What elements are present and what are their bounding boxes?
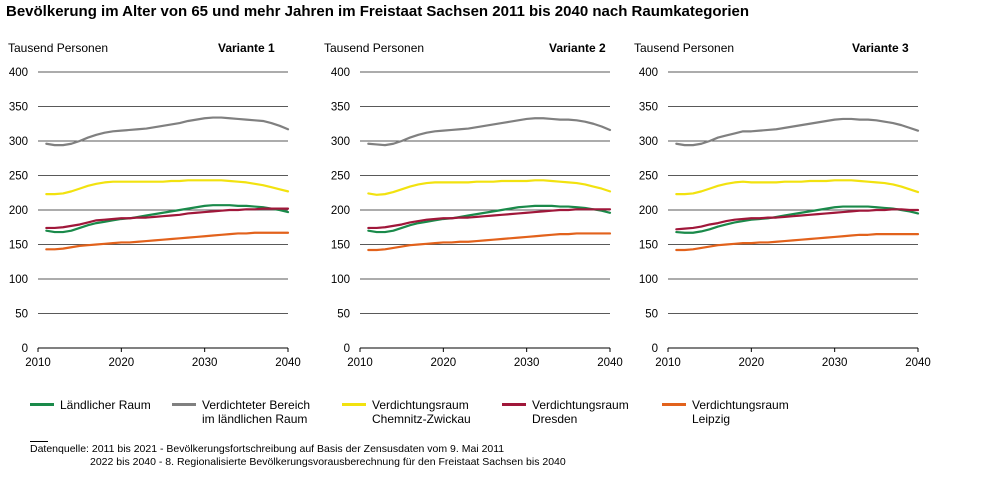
legend-label: Verdichteter Bereich im ländlichen Raum bbox=[202, 398, 311, 426]
y-tick-label: 100 bbox=[9, 274, 28, 286]
source-divider bbox=[30, 441, 48, 442]
x-tick-label: 2030 bbox=[514, 357, 540, 369]
y-unit-label: Tausend Personen bbox=[8, 41, 109, 55]
series-line bbox=[367, 208, 612, 230]
series-line bbox=[367, 117, 612, 147]
legend-swatch bbox=[662, 403, 686, 406]
y-tick-label: 300 bbox=[639, 136, 658, 148]
series-line bbox=[675, 208, 920, 231]
panel-variante-3: Tausend Personen Variante 3 0 50 100 150 200… bbox=[630, 34, 950, 374]
x-tick-label: 2040 bbox=[597, 357, 623, 369]
legend-label: Verdichtungsraum Chemnitz-Zwickau bbox=[372, 398, 471, 426]
legend-label: Ländlicher Raum bbox=[60, 398, 151, 412]
y-tick-label: 250 bbox=[639, 171, 658, 183]
y-tick-label: 150 bbox=[9, 240, 28, 252]
x-tick-label: 2010 bbox=[655, 357, 681, 369]
series-line bbox=[45, 116, 290, 147]
y-unit-label: Tausend Personen bbox=[324, 41, 425, 55]
series-line bbox=[45, 231, 290, 251]
y-unit-label: Tausend Personen bbox=[634, 41, 735, 55]
y-tick-label: 100 bbox=[639, 274, 658, 286]
legend-swatch bbox=[502, 403, 526, 406]
panel-variante-1: Tausend Personen Variante 1 0 50 100 150 200… bbox=[0, 34, 320, 374]
x-tick-label: 2010 bbox=[25, 357, 51, 369]
y-tick-label: 150 bbox=[639, 240, 658, 252]
x-tick-label: 2020 bbox=[109, 357, 135, 369]
y-tick-label: 350 bbox=[9, 102, 28, 114]
series-line bbox=[45, 207, 290, 230]
y-tick-label: 200 bbox=[9, 205, 28, 217]
x-tick-label: 2010 bbox=[347, 357, 373, 369]
y-tick-label: 400 bbox=[331, 67, 350, 79]
variant-label: Variante 2 bbox=[549, 41, 606, 55]
series-line bbox=[675, 205, 920, 234]
y-tick-label: 0 bbox=[344, 343, 350, 355]
chart-svg: 0 50 100 150 200 250 300 350 400 2010 2020 2030 2040 bbox=[639, 67, 931, 369]
y-tick-label: 250 bbox=[9, 171, 28, 183]
y-tick-label: 250 bbox=[331, 171, 350, 183]
x-tick-label: 2020 bbox=[431, 357, 457, 369]
x-tick-label: 2040 bbox=[275, 357, 301, 369]
y-tick-label: 50 bbox=[645, 309, 658, 321]
legend-label: Verdichtungsraum Dresden bbox=[532, 398, 629, 426]
variant-label: Variante 1 bbox=[218, 41, 275, 55]
y-tick-label: 200 bbox=[639, 205, 658, 217]
y-tick-label: 400 bbox=[639, 67, 658, 79]
y-tick-label: 300 bbox=[331, 136, 350, 148]
series-line bbox=[367, 179, 612, 196]
y-tick-label: 200 bbox=[331, 205, 350, 217]
y-tick-label: 50 bbox=[337, 309, 350, 321]
legend-swatch bbox=[342, 403, 366, 406]
legend-swatch bbox=[30, 403, 54, 406]
panel-variante-2: Tausend Personen Variante 2 0 50 100 150 200… bbox=[322, 34, 642, 374]
legend-swatch bbox=[172, 403, 196, 406]
y-tick-label: 400 bbox=[9, 67, 28, 79]
legend: Ländlicher Raum Verdichteter Bereich im … bbox=[0, 398, 1004, 428]
variant-label: Variante 3 bbox=[852, 41, 909, 55]
y-tick-label: 350 bbox=[639, 102, 658, 114]
x-tick-label: 2030 bbox=[822, 357, 848, 369]
x-tick-label: 2020 bbox=[739, 357, 765, 369]
series-line bbox=[367, 204, 612, 234]
x-tick-label: 2030 bbox=[192, 357, 218, 369]
y-tick-label: 300 bbox=[9, 136, 28, 148]
y-tick-label: 0 bbox=[652, 343, 658, 355]
source-line-1: Datenquelle: 2011 bis 2021 - Bevölkerung… bbox=[30, 443, 505, 455]
series-line bbox=[675, 179, 920, 196]
chart-svg: 0 50 100 150 200 250 300 350 400 2010 2020 2030 2040 bbox=[331, 67, 623, 369]
series-line bbox=[675, 117, 920, 147]
x-tick-label: 2040 bbox=[905, 357, 931, 369]
y-tick-label: 150 bbox=[331, 240, 350, 252]
y-tick-label: 50 bbox=[15, 309, 28, 321]
y-tick-label: 0 bbox=[22, 343, 28, 355]
series-line bbox=[367, 232, 612, 252]
legend-label: Verdichtungsraum Leipzig bbox=[692, 398, 789, 426]
source-note: Datenquelle: 2011 bis 2021 - Bevölkerung… bbox=[30, 443, 566, 469]
chart-title: Bevölkerung im Alter von 65 und mehr Jah… bbox=[6, 3, 750, 20]
y-tick-label: 100 bbox=[331, 274, 350, 286]
chart-svg: 0 50 100 150 200 250 300 350 400 2010 2020 2030 2040 bbox=[9, 67, 301, 369]
series-line bbox=[675, 233, 920, 252]
series-line bbox=[45, 179, 290, 196]
y-tick-label: 350 bbox=[331, 102, 350, 114]
source-line-2: 2022 bis 2040 - 8. Regionalisierte Bevöl… bbox=[90, 456, 566, 468]
series-line bbox=[45, 204, 290, 234]
